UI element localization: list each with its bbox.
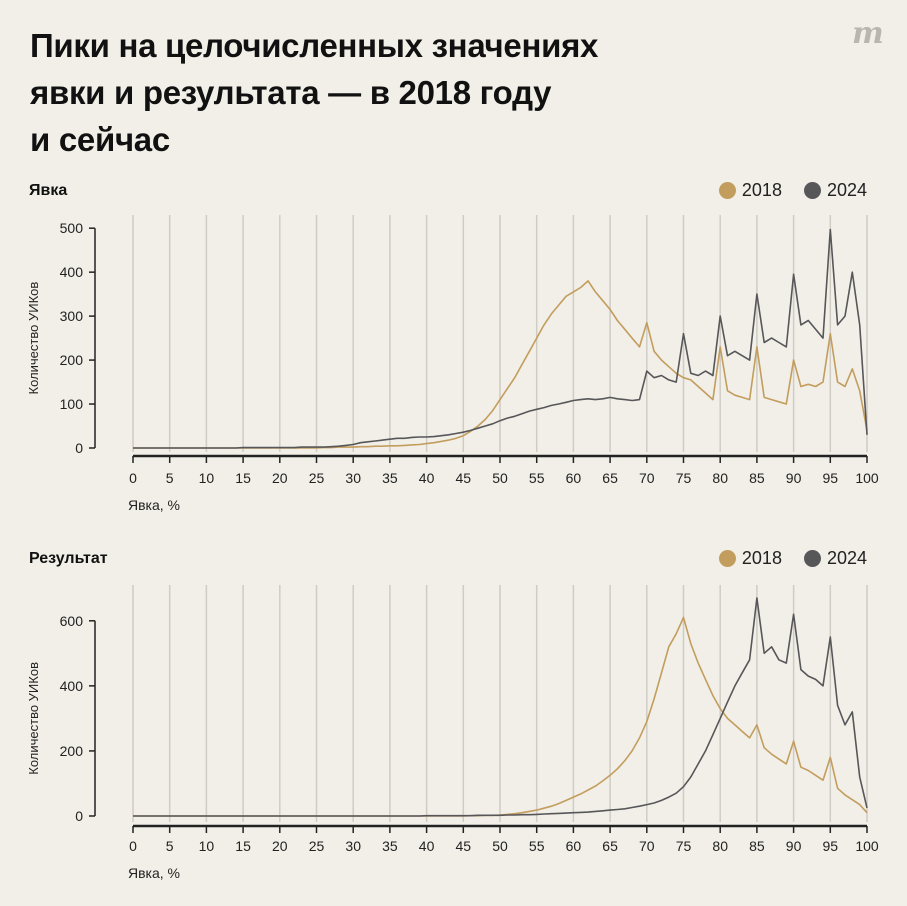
x-tick-label: 20 [272, 470, 288, 486]
y-tick-label: 500 [60, 220, 84, 236]
x-tick-label: 10 [199, 838, 215, 854]
x-tick-label: 60 [566, 470, 582, 486]
x-tick-label: 45 [456, 470, 472, 486]
x-tick-label: 85 [749, 470, 765, 486]
x-axis-label: Явка, % [128, 865, 180, 881]
x-tick-label: 15 [235, 470, 251, 486]
x-tick-label: 50 [492, 470, 508, 486]
x-tick-label: 40 [419, 470, 435, 486]
x-tick-label: 35 [382, 470, 398, 486]
legend-item-2024: 2024 [803, 180, 867, 201]
legend-dot-2024 [803, 550, 821, 567]
x-tick-label: 25 [309, 838, 325, 854]
legend-item-2018: 2018 [718, 180, 782, 201]
x-tick-label: 45 [456, 838, 472, 854]
chart2-legend: 2018 2024 [718, 548, 867, 569]
x-tick-label: 0 [129, 838, 137, 854]
y-tick-label: 400 [60, 678, 84, 694]
y-tick-label: 400 [60, 264, 84, 280]
legend-dot-2018 [718, 182, 736, 199]
x-tick-label: 5 [166, 838, 174, 854]
x-tick-label: 55 [529, 838, 545, 854]
y-axis-label: Количество УИКов [26, 282, 41, 395]
series-line-2024 [133, 228, 868, 449]
x-tick-label: 95 [823, 838, 839, 854]
chart1-legend: 2018 2024 [718, 180, 867, 201]
x-tick-label: 50 [492, 838, 508, 854]
chart2-title: Результат [29, 550, 108, 567]
x-tick-label: 75 [676, 838, 692, 854]
chart1-title: Явка [29, 182, 68, 199]
legend-dot-2024 [803, 182, 821, 199]
x-tick-label: 20 [272, 838, 288, 854]
x-tick-label: 90 [786, 838, 802, 854]
legend-label: 2024 [826, 548, 867, 568]
x-tick-label: 90 [786, 470, 802, 486]
meduza-logo: m [852, 16, 884, 51]
x-tick-label: 70 [639, 470, 655, 486]
x-tick-label: 15 [235, 838, 251, 854]
x-tick-label: 10 [199, 470, 215, 486]
y-tick-label: 300 [60, 308, 84, 324]
x-tick-label: 35 [382, 838, 398, 854]
x-axis-label: Явка, % [128, 497, 180, 513]
x-tick-label: 65 [602, 838, 618, 854]
legend-dot-2018 [718, 550, 736, 567]
x-tick-label: 80 [712, 470, 728, 486]
turnout-chart: 0 5 10 15 20 25 30 35 40 45 50 55 60 65 70 75 80 85 90 95 10… [26, 215, 879, 513]
y-tick-label: 100 [60, 396, 84, 412]
x-tick-label: 85 [749, 838, 765, 854]
x-tick-label: 80 [712, 838, 728, 854]
y-tick-label: 0 [75, 808, 83, 824]
x-tick-label: 75 [676, 470, 692, 486]
legend-label: 2018 [741, 548, 782, 568]
x-tick-label: 55 [529, 470, 545, 486]
legend-item-2018: 2018 [718, 548, 782, 569]
y-tick-label: 200 [60, 352, 84, 368]
series-line-2024 [133, 597, 868, 817]
legend-label: 2018 [741, 180, 782, 200]
x-tick-label: 25 [309, 470, 325, 486]
y-tick-label: 0 [75, 440, 83, 456]
y-tick-label: 600 [60, 613, 84, 629]
y-tick-label: 200 [60, 743, 84, 759]
x-tick-label: 65 [602, 470, 618, 486]
legend-label: 2024 [826, 180, 867, 200]
page-title: Пики на целочисленных значениях явки и р… [30, 27, 599, 158]
x-tick-label: 30 [345, 838, 361, 854]
x-tick-label: 40 [419, 838, 435, 854]
x-tick-label: 60 [566, 838, 582, 854]
x-tick-label: 95 [823, 470, 839, 486]
x-tick-label: 100 [855, 838, 879, 854]
x-tick-label: 100 [855, 470, 879, 486]
legend-item-2024: 2024 [803, 548, 867, 569]
x-tick-label: 5 [166, 470, 174, 486]
x-tick-label: 30 [345, 470, 361, 486]
x-tick-label: 0 [129, 470, 137, 486]
x-tick-label: 70 [639, 838, 655, 854]
y-axis-label: Количество УИКов [26, 662, 41, 775]
